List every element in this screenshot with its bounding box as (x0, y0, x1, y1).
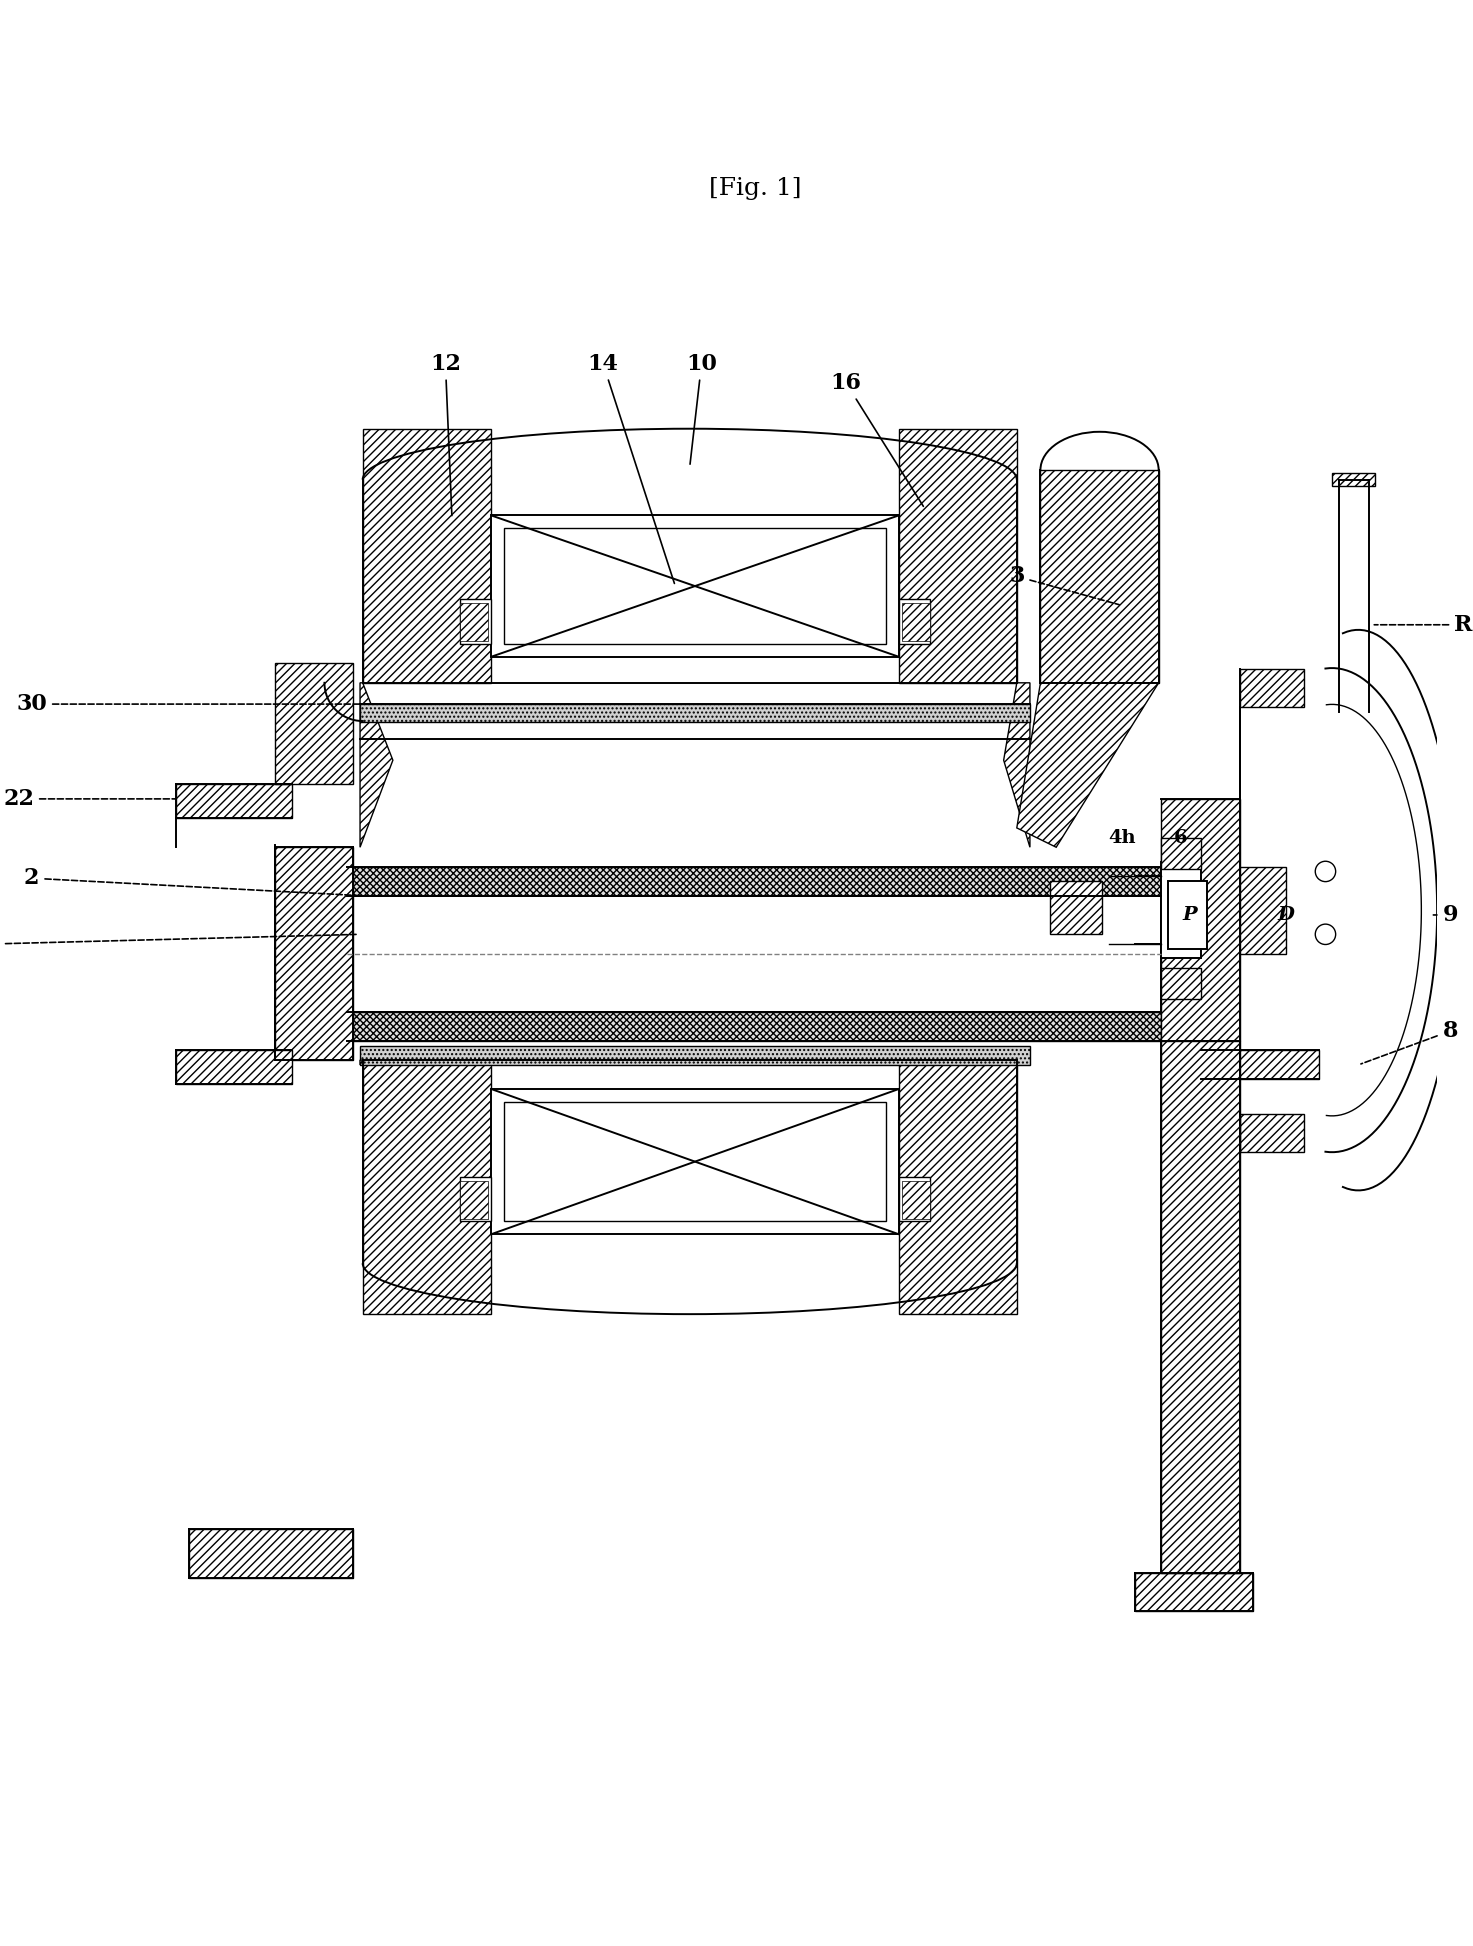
Polygon shape (1050, 882, 1102, 934)
Polygon shape (359, 704, 1030, 722)
Polygon shape (1240, 669, 1304, 706)
Polygon shape (362, 428, 492, 683)
Polygon shape (1200, 1051, 1318, 1080)
Text: 12: 12 (430, 352, 461, 516)
Text: 30: 30 (16, 693, 383, 714)
Bar (348, 895, 1161, 1012)
Bar (899, 1177, 931, 1222)
Polygon shape (460, 1181, 488, 1218)
Text: 10: 10 (686, 352, 717, 465)
Text: 9: 9 (1433, 905, 1458, 926)
Text: 4: 4 (0, 932, 358, 955)
Bar (460, 1177, 492, 1222)
Polygon shape (903, 603, 931, 642)
Polygon shape (1240, 866, 1286, 954)
Text: P: P (1183, 907, 1198, 924)
Bar (504, 1101, 885, 1222)
Text: 8: 8 (1361, 1020, 1458, 1064)
Polygon shape (362, 1061, 492, 1314)
Bar (492, 516, 899, 656)
Polygon shape (899, 1061, 1016, 1314)
Polygon shape (903, 1181, 931, 1218)
Text: 4h: 4h (1108, 829, 1136, 847)
Polygon shape (1161, 800, 1240, 1041)
Polygon shape (1161, 1041, 1240, 1572)
Circle shape (1315, 862, 1336, 882)
Polygon shape (177, 1051, 292, 1084)
Polygon shape (1003, 683, 1030, 847)
Bar (504, 527, 885, 644)
Text: 6: 6 (1174, 829, 1187, 847)
Polygon shape (899, 428, 1016, 683)
Polygon shape (274, 664, 354, 784)
Polygon shape (1040, 471, 1159, 683)
Text: 2: 2 (24, 868, 358, 895)
Circle shape (1315, 924, 1336, 944)
Bar (899, 599, 931, 644)
Polygon shape (1136, 1572, 1254, 1611)
Polygon shape (1161, 969, 1200, 998)
Polygon shape (1332, 473, 1376, 486)
Text: 22: 22 (3, 788, 175, 810)
Text: D: D (1277, 907, 1295, 924)
Polygon shape (359, 1045, 1030, 1064)
Bar (1168, 882, 1208, 950)
Text: 14: 14 (588, 352, 675, 584)
Polygon shape (177, 784, 292, 817)
Text: R: R (1374, 613, 1473, 636)
Polygon shape (348, 1012, 1161, 1041)
Bar (460, 599, 492, 644)
Polygon shape (1016, 683, 1159, 847)
Polygon shape (359, 1061, 362, 1064)
Polygon shape (190, 1530, 354, 1578)
Polygon shape (460, 603, 488, 642)
Bar (1161, 862, 1200, 959)
Polygon shape (1240, 1113, 1304, 1152)
Polygon shape (1161, 837, 1200, 868)
Text: 3: 3 (1009, 566, 1119, 605)
Polygon shape (359, 683, 393, 847)
Bar (492, 1090, 899, 1234)
Polygon shape (348, 866, 1161, 895)
Polygon shape (274, 847, 354, 1061)
Text: [Fig. 1]: [Fig. 1] (709, 177, 801, 200)
Text: 16: 16 (831, 372, 924, 506)
